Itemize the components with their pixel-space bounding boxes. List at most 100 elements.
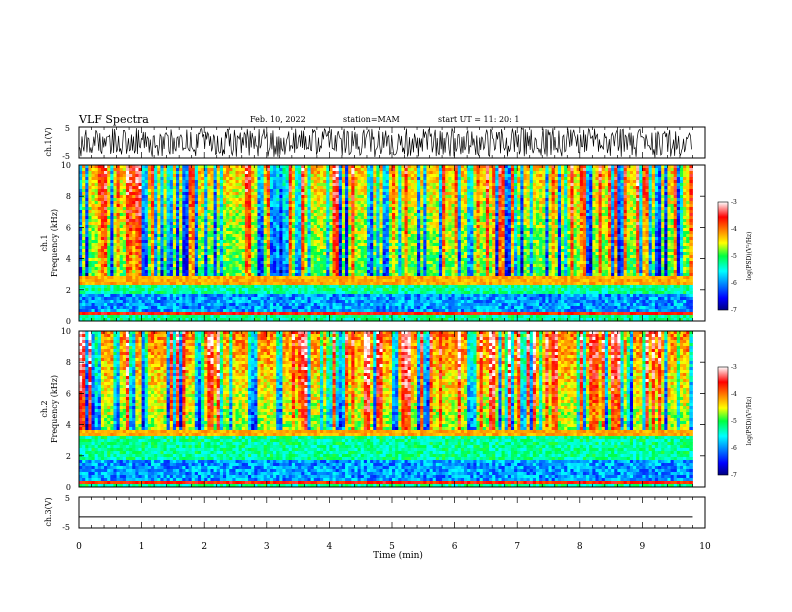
spectrogram-cell [407, 171, 412, 175]
spectrogram-cell [169, 198, 174, 202]
spectrogram-cell [185, 180, 189, 184]
spectrogram-cell [373, 210, 377, 214]
spectrogram-cell [607, 192, 612, 196]
spectrogram-cell [354, 237, 358, 241]
spectrogram-cell [460, 186, 465, 190]
spectrogram-cell [376, 165, 380, 169]
spectrogram-cell [639, 174, 643, 178]
spectrogram-cell [213, 177, 218, 181]
spectrogram-cell [567, 219, 571, 223]
spectrogram-cell [398, 174, 402, 178]
spectrogram-cell [235, 168, 240, 172]
spectrogram-cell [658, 174, 662, 178]
spectrogram-cell [232, 195, 236, 199]
spectrogram-cell [370, 201, 374, 205]
spectrogram-cell [210, 237, 214, 241]
spectrogram-cell [579, 192, 584, 196]
spectrogram-cell [335, 213, 340, 217]
spectrogram-cell [392, 216, 396, 220]
spectrogram-cell [479, 168, 484, 172]
spectrogram-cell [429, 204, 434, 208]
spectrogram-cell [176, 180, 180, 184]
spectrogram-cell [235, 228, 240, 232]
spectrogram-cell [626, 210, 631, 214]
spectrogram-cell [282, 222, 286, 226]
spectrogram-cell [132, 189, 136, 193]
spectrogram-cell [561, 210, 565, 214]
spectrogram-cell [607, 171, 612, 175]
spectrogram-cell [241, 219, 246, 223]
spectrogram-cell [592, 192, 596, 196]
spectrogram-cell [642, 228, 646, 232]
spectrogram-cell [633, 213, 637, 217]
spectrogram-cell [595, 213, 599, 217]
spectrogram-cell [260, 222, 265, 226]
spectrogram-cell [248, 201, 252, 205]
spectrogram-cell [457, 204, 462, 208]
spectrogram-cell [420, 216, 424, 220]
spectrogram-cell [197, 222, 202, 226]
spectrogram-cell [539, 210, 543, 214]
spectrogram-cell [661, 186, 665, 190]
spectrogram-cell [611, 177, 615, 181]
spectrogram-cell [248, 189, 252, 193]
spectrogram-cell [507, 201, 512, 205]
spectrogram-cell [279, 207, 283, 211]
spectrogram-cell [645, 234, 650, 238]
spectrogram-cell [273, 192, 277, 196]
spectrogram-cell [110, 207, 114, 211]
spectrogram-cell [251, 183, 255, 187]
spectrogram-cell [504, 222, 509, 226]
spectrogram-cell [470, 189, 474, 193]
spectrogram-cell [191, 168, 196, 172]
spectrogram-cell [285, 204, 290, 208]
spectrogram-cell [282, 240, 286, 244]
spectrogram-cell [179, 201, 183, 205]
spectrogram-cell [633, 198, 637, 202]
spectrogram-cell [197, 171, 202, 175]
spectrogram-cell [557, 204, 562, 208]
spectrogram-cell [132, 201, 136, 205]
spectrogram-cell [586, 177, 590, 181]
spectrogram-cell [479, 213, 484, 217]
spectrogram-cell [492, 168, 496, 172]
spectrogram-cell [216, 186, 221, 190]
spectrogram-cell [382, 171, 387, 175]
spectrogram-cell [651, 168, 656, 172]
spectrogram-cell [463, 177, 468, 181]
spectrogram-cell [125, 204, 130, 208]
spectrogram-cell [207, 234, 211, 238]
spectrogram-cell [219, 225, 224, 229]
spectrogram-cell [138, 180, 142, 184]
spectrogram-cell [273, 180, 277, 184]
spectrogram-cell [213, 183, 218, 187]
spectrogram-cell [263, 165, 268, 169]
spectrogram-cell [366, 207, 371, 211]
spectrogram-cell [129, 225, 133, 229]
spectrogram-cell [554, 207, 559, 211]
spectrogram-cell [448, 228, 452, 232]
spectrogram-cell [517, 183, 521, 187]
spectrogram-cell [216, 168, 221, 172]
spectrogram-cell [523, 177, 527, 181]
spectrogram-cell [263, 189, 268, 193]
spectrogram-cell [138, 219, 142, 223]
spectrogram-cell [85, 213, 89, 217]
spectrogram-cell [451, 237, 455, 241]
spectrogram-cell [429, 201, 434, 205]
spectrogram-cell [595, 183, 599, 187]
spectrogram-cell [626, 177, 631, 181]
spectrogram-cell [454, 219, 459, 223]
spectrogram-cell [623, 189, 628, 193]
spectrogram-cell [229, 234, 233, 238]
spectrogram-cell [551, 207, 556, 211]
spectrogram-cell [489, 183, 493, 187]
spectrogram-cell [144, 207, 149, 211]
spectrogram-cell [679, 171, 684, 175]
spectrogram-cell [366, 174, 371, 178]
spectrogram-cell [335, 228, 340, 232]
spectrogram-cell [363, 231, 368, 235]
spectrogram-cell [201, 204, 205, 208]
spectrogram-cell [176, 207, 180, 211]
spectrogram-cell [285, 195, 290, 199]
